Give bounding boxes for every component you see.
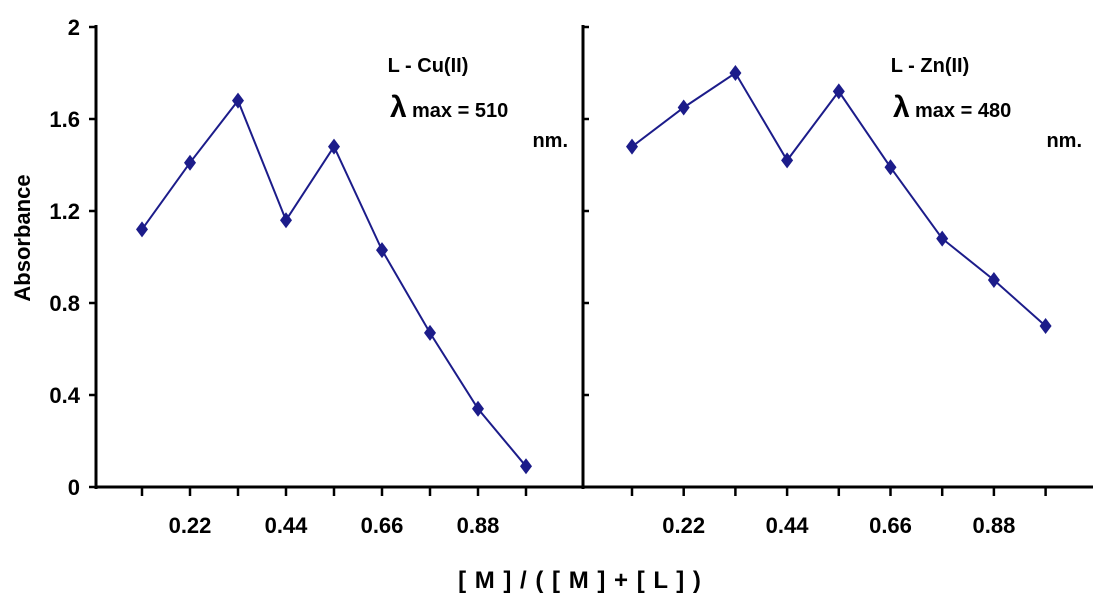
x-tick-label: 0.66 (361, 513, 404, 538)
y-tick-label: 2 (68, 15, 80, 40)
data-point (424, 324, 436, 341)
lambda-max-value: max = 510 (412, 100, 508, 122)
x-tick-label: 0.88 (457, 513, 500, 538)
data-point (520, 458, 532, 475)
x-tick-label: 0.22 (662, 513, 705, 538)
y-tick-label: 1.2 (49, 199, 80, 224)
y-tick-label: 0 (68, 475, 80, 500)
panel-zn: 0.22 0.44 0.66 0.88 L - Zn(II) λ max = 480 nm. (581, 25, 1093, 538)
series-line (141, 98, 527, 467)
unit-label: nm. (1046, 130, 1082, 152)
panel-cu: 0.22 0.44 0.66 0.88 L - Cu(II) λ max = 510 nm. (89, 25, 583, 538)
y-tick-label: 1.6 (49, 107, 80, 132)
data-point (987, 272, 1000, 288)
data-point (884, 159, 897, 176)
x-tick-label: 0.22 (169, 513, 212, 538)
x-tick-label: 0.66 (869, 513, 912, 538)
data-point (136, 221, 148, 238)
x-axis-label: [ M ] / ( [ M ] + [ L ] ) (458, 567, 702, 594)
lambda-max-value: max = 480 (915, 100, 1011, 122)
data-point (677, 99, 690, 116)
y-axis-tick-labels: 0 0.4 0.8 1.2 1.6 2 (49, 15, 80, 500)
data-point (832, 83, 845, 100)
data-point (1039, 318, 1052, 334)
data-point (376, 242, 388, 259)
panel-annotation: L - Cu(II) (388, 55, 469, 77)
x-tick-label: 0.44 (265, 513, 309, 538)
x-tick-label: 0.88 (972, 513, 1015, 538)
y-tick-label: 0.8 (49, 291, 80, 316)
x-tick-label: 0.44 (766, 513, 810, 538)
unit-label: nm. (532, 130, 568, 152)
data-point (781, 152, 794, 169)
data-point (184, 154, 196, 171)
data-point (936, 230, 949, 247)
y-tick-label: 0.4 (49, 383, 80, 408)
data-point (626, 138, 638, 155)
data-point (232, 92, 244, 109)
data-point (328, 138, 340, 155)
data-point (729, 65, 742, 81)
data-point (472, 400, 484, 417)
lambda-symbol: λ (390, 91, 407, 124)
lambda-symbol: λ (893, 91, 910, 124)
panel-annotation: L - Zn(II) (891, 55, 970, 77)
data-point (280, 212, 292, 229)
y-axis-label: Absorbance (10, 174, 35, 301)
